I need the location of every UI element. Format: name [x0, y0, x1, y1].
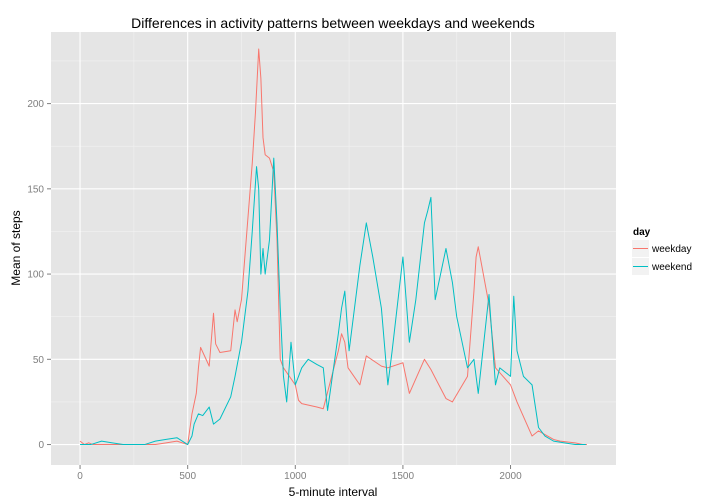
y-tick-label: 200: [27, 99, 44, 110]
y-tick-label: 50: [33, 355, 45, 366]
x-tick-label: 1500: [392, 471, 415, 482]
tick-layer: 0 500 1000 1500 2000 0 50 100 150 200: [27, 99, 522, 482]
legend-label-weekday: weekday: [651, 244, 691, 255]
y-tick-label: 150: [27, 184, 44, 195]
y-axis-title: Mean of steps: [9, 210, 23, 285]
y-tick-label: 0: [38, 440, 44, 451]
x-tick-label: 1000: [284, 471, 307, 482]
series-layer: [79, 48, 587, 446]
x-tick-label: 2000: [499, 471, 522, 482]
plot-panel: [51, 32, 616, 465]
legend-label-weekend: weekend: [651, 262, 692, 273]
chart-title: Differences in activity patterns between…: [131, 15, 535, 31]
series-line-weekday: [79, 48, 587, 446]
legend-title: day: [633, 227, 651, 238]
series-line-weekend: [80, 157, 586, 446]
legend: day weekday weekend: [632, 227, 692, 275]
y-tick-label: 100: [27, 270, 44, 281]
grid-layer: [51, 32, 616, 465]
x-axis-title: 5-minute interval: [289, 485, 378, 499]
x-tick-label: 500: [179, 471, 196, 482]
x-tick-label: 0: [77, 471, 83, 482]
